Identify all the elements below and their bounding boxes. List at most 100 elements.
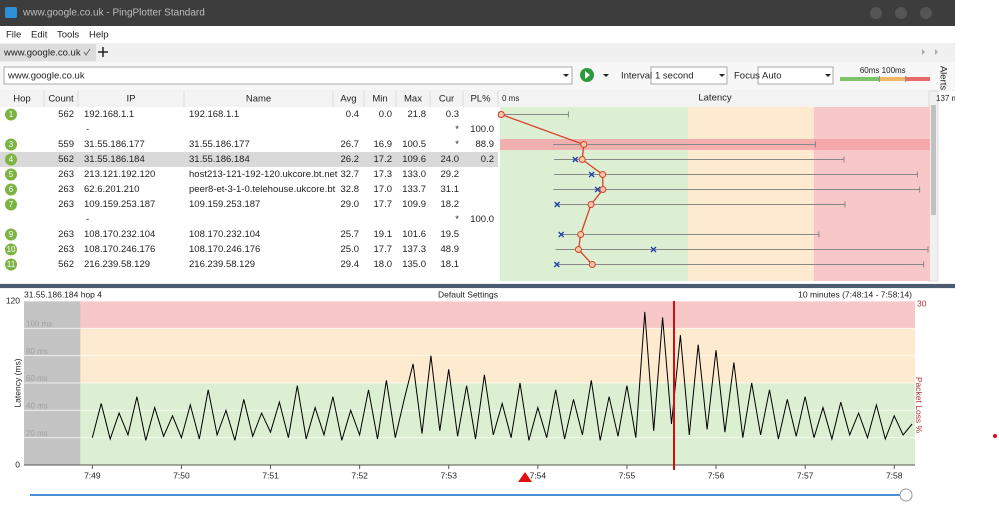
table-cell: 109.159.253.187 [189,199,260,210]
latency-zone [688,107,814,281]
table-cell: 48.9 [441,244,460,255]
column-header[interactable]: Min [372,94,387,105]
table-cell: 100.0 [470,214,494,225]
x-tick-label: 7:54 [530,470,547,480]
average-point [589,262,595,268]
table-cell: 192.168.1.1 [84,109,134,120]
menu-item[interactable]: File [6,30,21,41]
hop-number: 6 [9,185,14,194]
chart-title: Default Settings [438,289,498,299]
x-tick-label: 7:53 [440,470,457,480]
table-cell: 133.0 [402,169,426,180]
table-cell: 109.6 [402,154,426,165]
latency-tick-label: 0 ms [502,94,519,103]
table-cell: - [86,124,89,135]
average-point [498,112,504,118]
column-header[interactable]: PL% [470,94,491,105]
hop-number: 9 [9,230,14,239]
table-cell: 109.9 [402,199,426,210]
close-button[interactable] [920,7,932,19]
table-cell: 18.2 [441,199,460,210]
target-input[interactable] [4,67,572,84]
column-header[interactable]: IP [127,94,136,105]
column-header[interactable]: Hop [13,94,30,105]
y2-tick-label: 30 [917,298,927,308]
table-cell: 19.1 [374,229,393,240]
slider-thumb[interactable] [900,489,912,501]
table-cell: 21.8 [408,109,427,120]
table-cell: 16.9 [374,139,393,150]
menu-item[interactable]: Edit [31,30,48,41]
table-cell: 100.0 [470,124,494,135]
table-cell: 108.170.246.176 [189,244,260,255]
table-cell: 263 [58,184,74,195]
table-cell: 26.2 [341,154,360,165]
y2-axis-label: Packet Loss % [914,377,924,434]
hop-number: 11 [7,260,16,269]
table-cell: 559 [58,139,74,150]
app-icon [5,7,17,18]
table-cell: 101.6 [402,229,426,240]
table-cell: 29.0 [341,199,360,210]
menu-item[interactable]: Tools [57,30,79,41]
interval-value: 1 second [655,71,694,82]
table-cell: 62.6.201.210 [84,184,139,195]
table-cell: 18.1 [441,259,460,270]
table-cell: 0.0 [379,109,392,120]
column-header[interactable]: Max [404,94,422,105]
latency-zone [814,107,930,281]
average-point [575,247,581,253]
latency-zone [500,107,688,281]
chart-subtitle: 31.55.186.184 hop 4 [24,289,102,299]
maximize-button[interactable] [895,7,907,19]
y-tick-label: 120 [6,295,20,305]
table-cell: * [455,139,459,150]
minimize-button[interactable] [870,7,882,19]
hop-number: 5 [9,170,14,179]
average-point [578,232,584,238]
scrollbar-thumb[interactable] [931,105,936,215]
table-cell: 25.0 [341,244,360,255]
table-cell: 0.3 [446,109,459,120]
table-cell: 100.5 [402,139,426,150]
table-cell: 17.0 [374,184,393,195]
table-cell: host213-121-192-120.ukcore.bt.net [189,169,338,180]
hop-number: 1 [9,110,14,119]
threshold-bar [906,77,930,81]
table-cell: 562 [58,259,74,270]
table-cell: 32.7 [341,169,360,180]
hop-number: 7 [9,200,14,209]
table-cell: * [455,124,459,135]
table-cell: 263 [58,229,74,240]
table-cell: 19.5 [441,229,460,240]
table-cell: 562 [58,154,74,165]
table-cell: 0.2 [481,154,494,165]
splitter[interactable] [0,284,955,288]
column-header[interactable]: Avg [340,94,356,105]
table-cell: 135.0 [402,259,426,270]
column-header[interactable]: Cur [439,94,454,105]
table-cell: 216.239.58.129 [84,259,150,270]
x-tick-label: 7:50 [173,470,190,480]
table-cell: 0.4 [346,109,359,120]
table-cell: 137.3 [402,244,426,255]
x-tick-label: 7:52 [351,470,368,480]
table-cell: 562 [58,109,74,120]
table-cell: 263 [58,169,74,180]
latency-tick-label: 137 ms [936,94,962,103]
threshold-label: 60ms [860,66,880,75]
table-cell: 25.7 [341,229,360,240]
table-cell: 17.7 [374,199,393,210]
menu-item[interactable]: Help [89,30,109,41]
table-cell: - [86,214,89,225]
column-header[interactable]: Count [48,94,74,105]
time-range: 10 minutes (7:48:14 - 7:58:14) [798,289,912,299]
x-tick-label: 7:55 [619,470,636,480]
hop-number: 4 [9,155,14,164]
alerts-tab[interactable]: Alerts [937,66,948,91]
table-cell: 29.2 [441,169,460,180]
y-tick-label: 0 [15,459,20,469]
table-cell: 133.7 [402,184,426,195]
column-header[interactable]: Name [246,94,271,105]
table-cell: 31.1 [441,184,460,195]
